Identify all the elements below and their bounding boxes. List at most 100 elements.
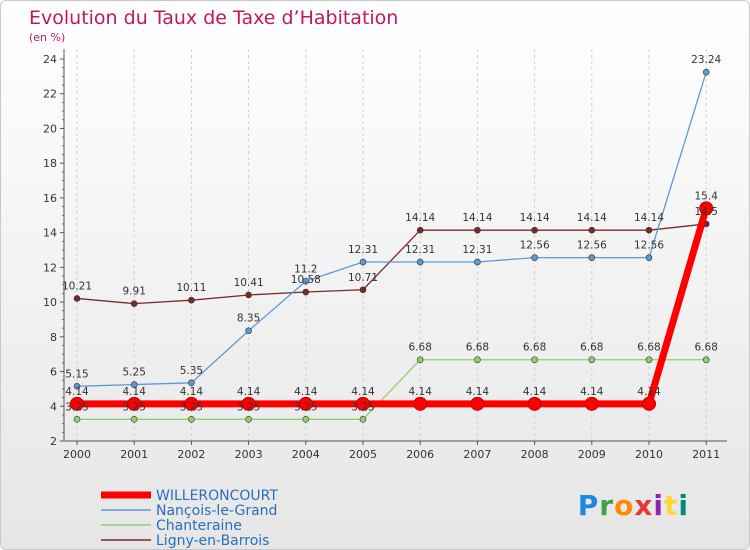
series-3-point-7 — [474, 226, 481, 234]
series-2-label-10: 6.68 — [637, 342, 660, 354]
series-0-point-0 — [70, 396, 84, 411]
series-0-label-8: 4.14 — [523, 386, 547, 398]
y-tick-label-12: 12 — [43, 261, 57, 274]
series-1-label-0: 5.15 — [65, 368, 88, 380]
series-2-point-11 — [702, 356, 710, 364]
series-1-point-1 — [130, 381, 138, 388]
series-3-label-0: 10.21 — [62, 280, 92, 292]
series-1-label-7: 12.31 — [462, 244, 492, 256]
x-tick-label-2006: 2006 — [406, 448, 434, 461]
x-tick-label-2004: 2004 — [292, 448, 320, 461]
series-1-label-10: 12.56 — [634, 240, 664, 252]
series-line-3 — [76, 223, 707, 305]
logo-letter: i — [653, 489, 664, 522]
x-tick-label-2010: 2010 — [635, 448, 663, 461]
series-3-label-11: 14.5 — [695, 206, 718, 218]
series-2-label-11: 6.68 — [695, 342, 718, 354]
series-3-point-3 — [245, 291, 252, 299]
series-3-point-1 — [130, 300, 138, 307]
y-tick-label-4: 4 — [50, 400, 57, 413]
series-1-point-4 — [302, 277, 310, 285]
series-0-point-3 — [241, 396, 256, 411]
series-2-label-5: 3.25 — [351, 401, 374, 413]
series-1-point-6 — [416, 258, 424, 266]
x-tick-label-2008: 2008 — [521, 448, 549, 461]
series-0-point-2 — [184, 396, 199, 411]
y-tick-label-14: 14 — [43, 227, 57, 240]
logo-letter: r — [599, 489, 615, 522]
series-2-label-2: 3.25 — [180, 401, 203, 413]
series-3-label-4: 10.58 — [291, 274, 321, 286]
series-1-point-5 — [359, 258, 367, 266]
series-2-point-7 — [474, 356, 481, 364]
y-tick-label-20: 20 — [43, 122, 57, 135]
series-1-label-5: 12.31 — [348, 244, 378, 256]
series-0-label-11: 15.4 — [695, 190, 719, 202]
series-3-label-3: 10.41 — [234, 277, 264, 289]
series-3-point-5 — [359, 286, 367, 294]
series-2-point-8 — [531, 356, 538, 364]
series-1-label-3: 8.35 — [237, 313, 260, 325]
series-3-label-9: 14.14 — [577, 212, 607, 224]
y-tick-label-6: 6 — [50, 366, 57, 379]
proxiti-logo: Proxiti — [578, 489, 689, 522]
legend-label-2: Chanteraine — [156, 518, 242, 534]
x-tick-label-2011: 2011 — [692, 448, 720, 461]
x-tick-label-2005: 2005 — [349, 448, 377, 461]
y-tick-label-10: 10 — [43, 296, 57, 309]
y-tick-label-2: 2 — [50, 435, 57, 448]
series-1-label-4: 11.2 — [294, 263, 317, 275]
series-1-point-9 — [588, 254, 596, 261]
series-3-point-0 — [73, 295, 81, 302]
x-tick-label-2001: 2001 — [120, 448, 148, 461]
series-2-point-0 — [73, 415, 81, 423]
series-0-label-7: 4.14 — [466, 386, 490, 398]
series-0-point-1 — [127, 396, 142, 411]
series-0-label-4: 4.14 — [294, 386, 318, 398]
series-2-label-8: 6.68 — [523, 342, 546, 354]
chart-subtitle: (en %) — [29, 31, 66, 44]
series-2-label-4: 3.25 — [294, 401, 317, 413]
legend-label-1: Nançois-le-Grand — [156, 503, 277, 519]
series-2-label-3: 3.25 — [237, 401, 260, 413]
series-line-2 — [77, 359, 707, 420]
series-3-point-8 — [531, 226, 538, 234]
series-3-label-2: 10.11 — [176, 282, 206, 294]
series-0-point-8 — [527, 396, 542, 411]
series-0-label-5: 4.14 — [351, 386, 375, 398]
series-line-1 — [76, 72, 707, 387]
y-tick-label-8: 8 — [50, 331, 57, 344]
series-2-point-6 — [416, 356, 424, 364]
series-0-label-9: 4.14 — [580, 386, 604, 398]
x-tick-label-2007: 2007 — [463, 448, 491, 461]
series-0-label-10: 4.14 — [637, 386, 661, 398]
series-3-label-7: 14.14 — [462, 212, 492, 224]
series-2-point-5 — [359, 415, 367, 423]
series-3-label-5: 10.71 — [348, 272, 378, 284]
series-0-label-6: 4.14 — [409, 386, 433, 398]
series-1-point-2 — [188, 379, 195, 387]
series-1-label-2: 5.35 — [180, 365, 203, 377]
series-0-point-4 — [298, 396, 313, 411]
series-3-point-6 — [416, 226, 424, 234]
series-3-label-10: 14.14 — [634, 212, 664, 224]
series-2-point-1 — [130, 415, 138, 423]
series-line-0 — [77, 207, 710, 408]
series-3-point-10 — [645, 226, 653, 234]
series-0-point-7 — [470, 396, 485, 411]
x-tick-label-2000: 2000 — [63, 448, 91, 461]
series-2-label-0: 3.25 — [65, 401, 88, 413]
y-tick-label-16: 16 — [43, 192, 57, 205]
series-3-label-8: 14.14 — [520, 212, 550, 224]
series-2-label-7: 6.68 — [466, 342, 489, 354]
x-tick-label-2003: 2003 — [235, 448, 263, 461]
y-tick-label-22: 22 — [43, 88, 57, 101]
series-1-label-9: 12.56 — [577, 240, 607, 252]
series-2-label-9: 6.68 — [580, 342, 603, 354]
series-0-point-9 — [584, 396, 599, 411]
legend-label-3: Ligny-en-Barrois — [156, 533, 269, 549]
series-1-point-8 — [531, 254, 538, 261]
series-0-point-10 — [642, 396, 656, 411]
series-0-label-3: 4.14 — [237, 386, 261, 398]
